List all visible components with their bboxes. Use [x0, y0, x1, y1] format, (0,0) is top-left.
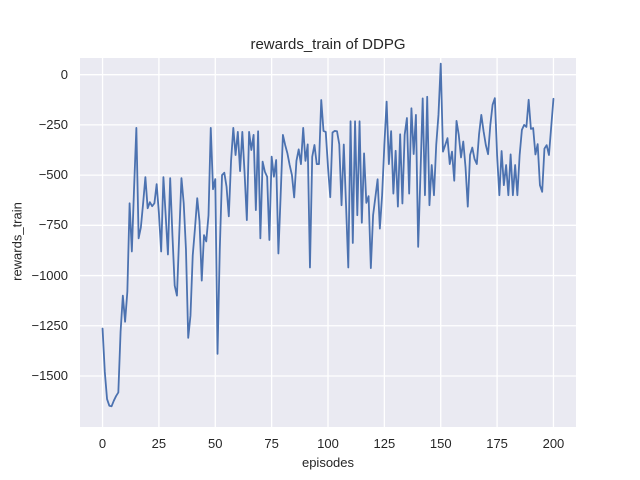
x-tick-label: 0 [98, 436, 107, 451]
x-tick-label: 75 [264, 436, 279, 451]
y-tick-label: −500 [38, 167, 68, 183]
plot-area [80, 58, 576, 427]
x-tick-label: 150 [429, 436, 452, 451]
chart-title: rewards_train of DDPG [250, 36, 406, 53]
x-tick-label: 125 [373, 436, 396, 451]
x-tick-label: 175 [486, 436, 508, 451]
x-axis-label: episodes [301, 455, 355, 470]
y-tick-label: −250 [38, 116, 68, 132]
x-tick-label: 50 [208, 436, 223, 451]
y-tick-label: −1000 [31, 267, 68, 283]
reward-line [101, 62, 555, 408]
x-tick-label: 200 [542, 436, 565, 451]
y-tick-label: −750 [38, 217, 68, 233]
line-chart [80, 58, 576, 427]
y-tick-label: −1500 [31, 367, 68, 383]
x-tick-label: 25 [151, 436, 167, 451]
x-tick-label: 100 [317, 436, 339, 451]
y-tick-label: −1250 [31, 317, 68, 333]
y-tick-label: 0 [60, 66, 68, 82]
